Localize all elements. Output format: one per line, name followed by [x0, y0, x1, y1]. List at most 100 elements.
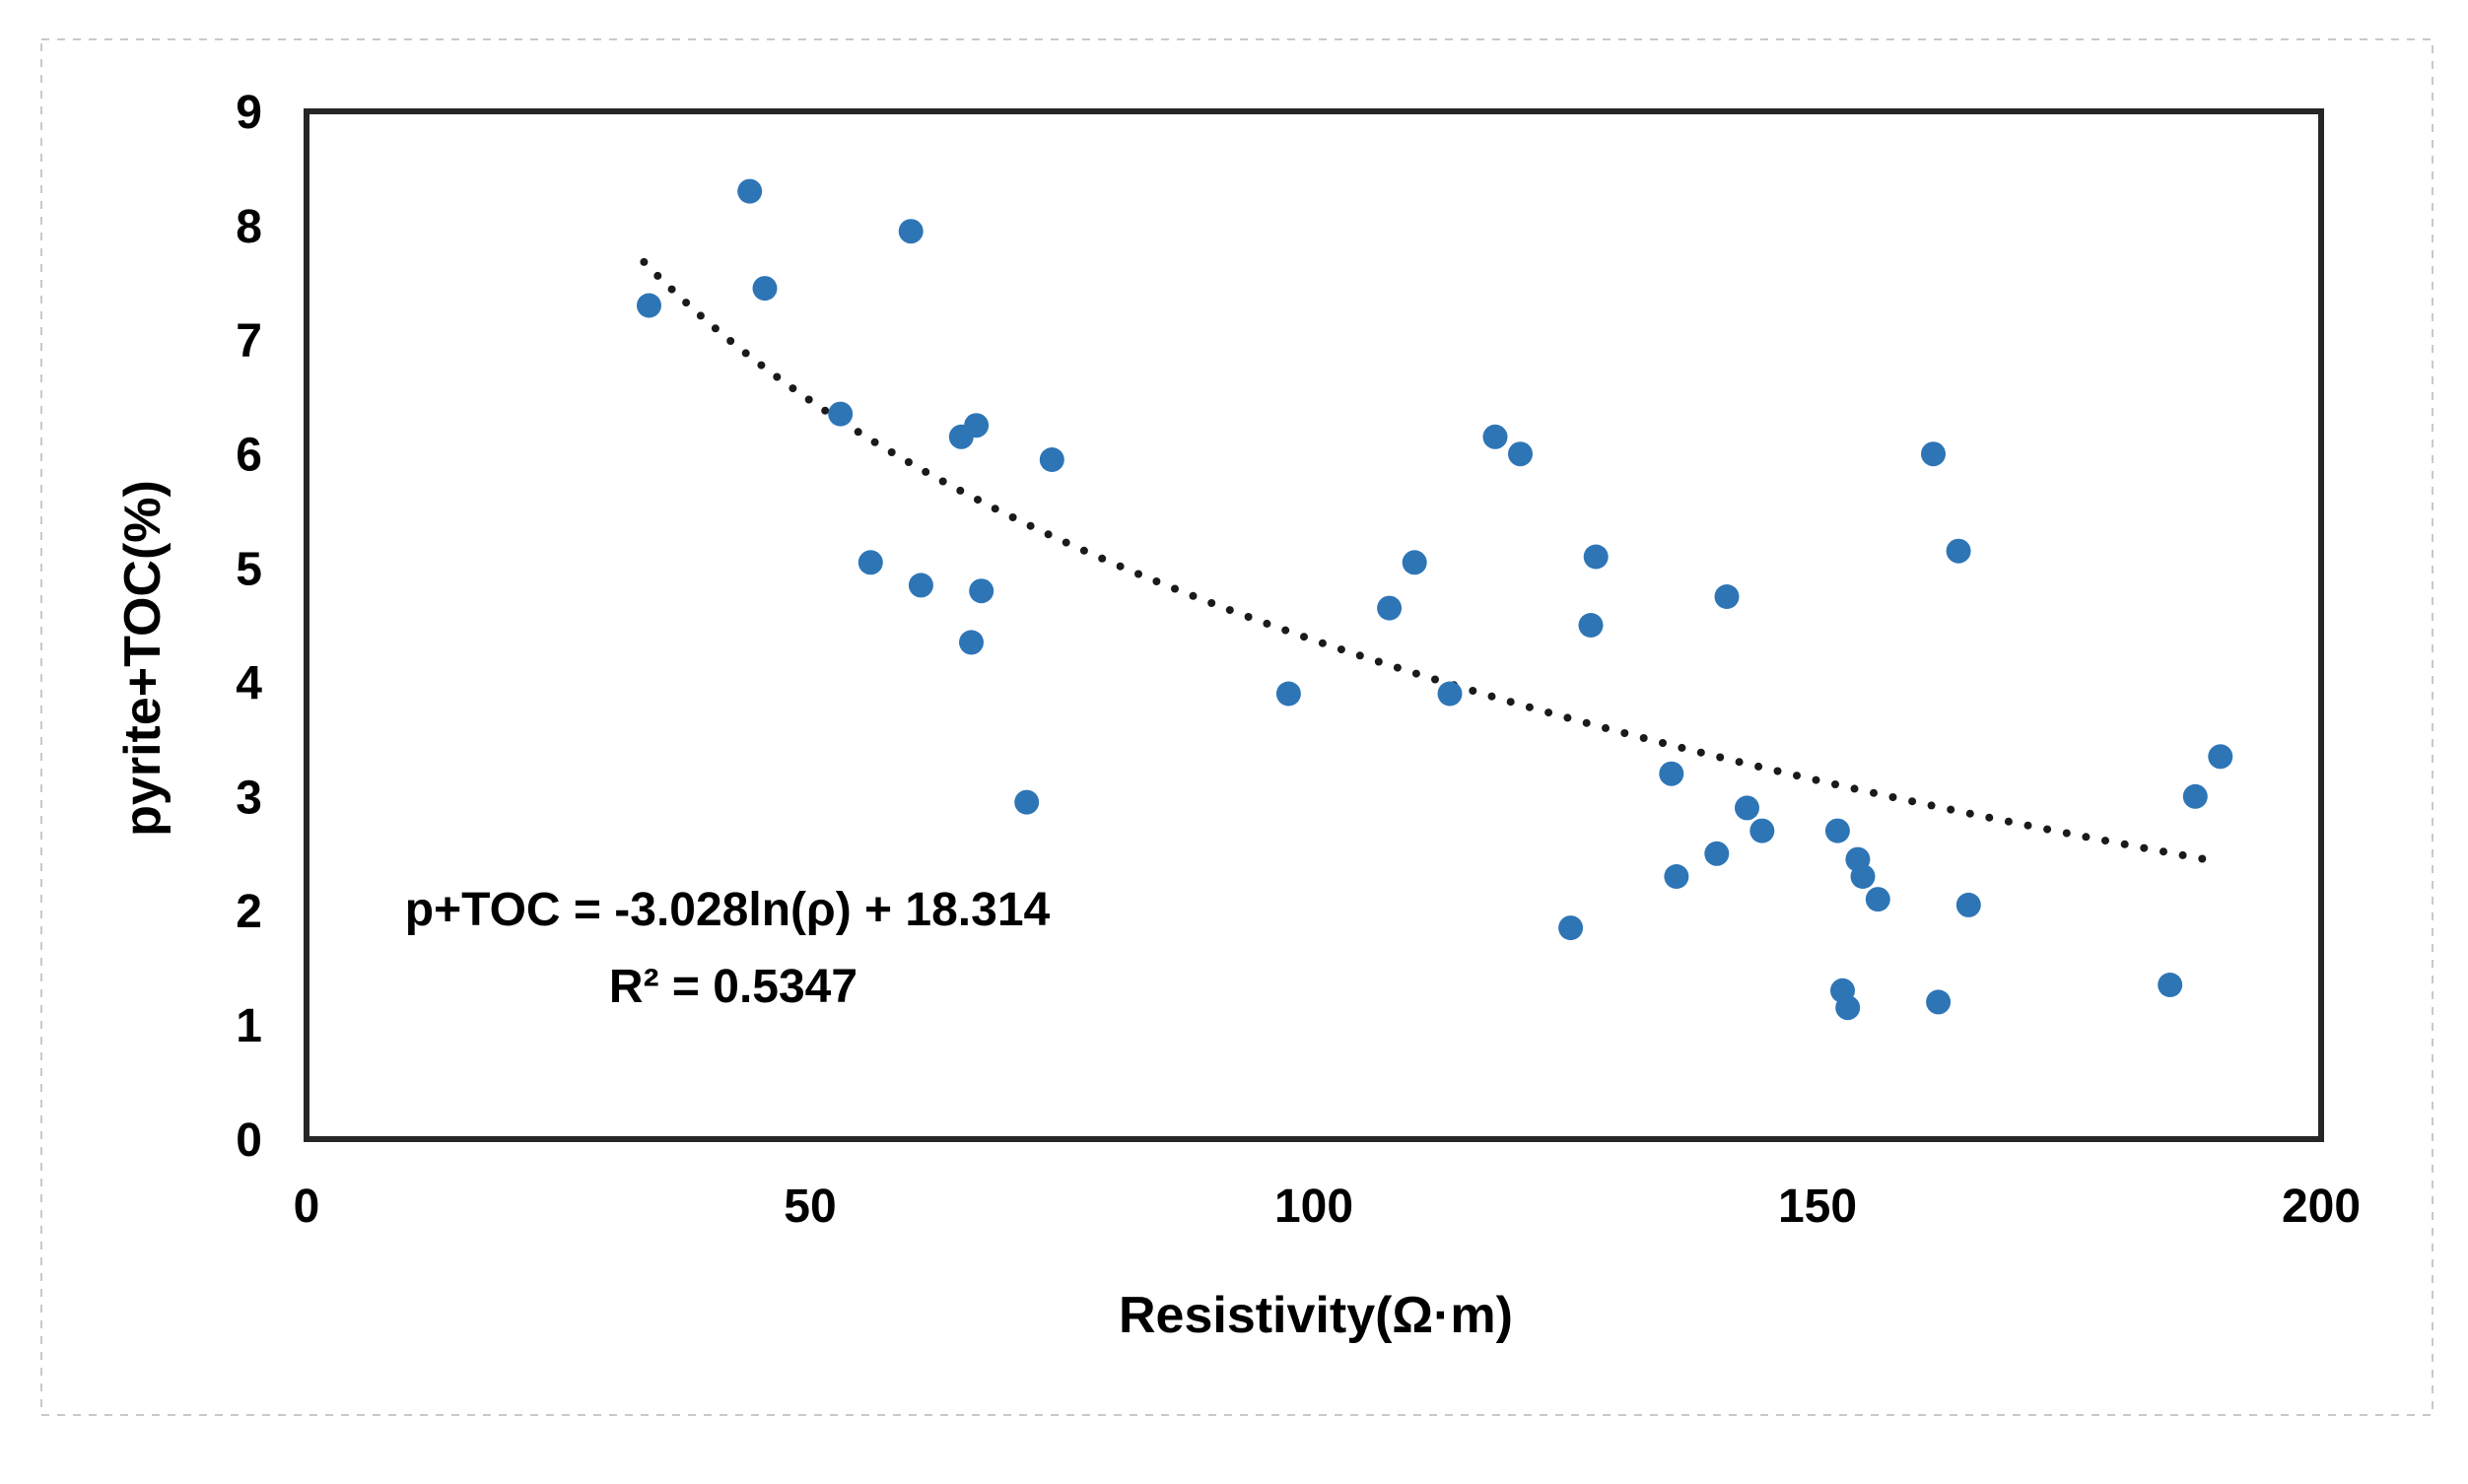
trendline-dot: [711, 324, 720, 333]
trendline-dot: [1044, 530, 1053, 539]
data-point: [1659, 761, 1684, 786]
trendline-dot: [1965, 809, 1974, 818]
data-point: [1508, 441, 1533, 467]
data-point: [1865, 887, 1890, 912]
data-point: [1735, 795, 1759, 821]
trendline-dot: [1850, 784, 1859, 793]
x-tick-label: 100: [1274, 1180, 1353, 1233]
trendline-dot: [887, 448, 896, 456]
trendline-dot: [1171, 584, 1179, 593]
data-point: [857, 550, 883, 575]
data-point: [969, 578, 994, 604]
trendline-dot: [1355, 651, 1364, 660]
trendline-dot: [1374, 657, 1383, 666]
trendline-dot: [1152, 577, 1161, 585]
trendline-dot: [2198, 854, 2207, 863]
trendline-dot: [1393, 663, 1402, 672]
trendline-dot: [1244, 613, 1253, 621]
trendline-dot: [2062, 829, 2071, 838]
trendline-dot: [741, 349, 750, 358]
trendline-dot: [1888, 793, 1897, 801]
x-axis-title: Resistivity(Ω·m): [1119, 1287, 1513, 1344]
trendline-dot: [2004, 817, 2013, 826]
data-point: [2208, 744, 2233, 770]
trendline-dot: [1318, 639, 1327, 647]
scatter-points: [637, 178, 2233, 1021]
trendline-dot: [696, 311, 705, 320]
data-point: [1921, 441, 1946, 467]
trendline-dot: [956, 486, 965, 495]
trendline-dot: [667, 285, 676, 294]
x-tick-label: 0: [294, 1180, 320, 1233]
trendline-dot: [1696, 748, 1705, 757]
trendline-dot: [904, 458, 913, 466]
trendline-dot: [757, 361, 766, 370]
data-point: [908, 573, 933, 598]
data-point: [1039, 447, 1064, 472]
trendline-dot: [1602, 723, 1610, 732]
data-point: [1482, 424, 1508, 449]
trendline-dot: [974, 496, 982, 505]
y-tick-label: 3: [236, 772, 262, 824]
trendline-dot: [1134, 570, 1142, 578]
y-tick-label: 6: [236, 430, 262, 482]
trendline-dot: [1985, 813, 1994, 822]
trendline-dot: [1207, 599, 1216, 607]
trendline-dot: [682, 299, 691, 307]
trendline-dot: [2023, 821, 2032, 830]
trendline-dot: [1431, 675, 1439, 684]
trendline-dot: [2120, 840, 2129, 848]
trendline-dot: [1469, 687, 1477, 695]
trendline-dot: [2101, 837, 2109, 845]
trendline-dot: [1927, 801, 1936, 810]
data-point: [752, 276, 778, 302]
data-point: [1946, 538, 1971, 564]
data-point: [1377, 595, 1403, 621]
trendline-equation: p+TOC = -3.028ln(ρ) + 18.314: [405, 884, 1051, 936]
trendline-dot: [1735, 758, 1744, 767]
data-point: [1714, 584, 1740, 609]
data-point: [1275, 681, 1301, 707]
trendline-dot: [788, 384, 797, 393]
data-point: [1835, 995, 1861, 1021]
trendline-dot: [1008, 513, 1017, 521]
trendline-dot: [1908, 797, 1917, 806]
data-point: [1749, 818, 1775, 843]
data-point: [1578, 613, 1604, 638]
trendline-dot: [1116, 562, 1125, 571]
trendline-dot: [1812, 776, 1820, 784]
y-tick-label: 4: [236, 657, 262, 709]
y-tick-label: 5: [236, 544, 262, 596]
y-tick-label: 8: [236, 201, 262, 253]
trendline-dot: [1281, 626, 1290, 635]
trendline-dot: [1189, 591, 1198, 600]
trendline-dot: [1563, 713, 1572, 722]
trendline-dot: [2140, 843, 2149, 852]
trendline-dot: [1411, 669, 1420, 678]
y-axis-title: pyrite+TOC(%): [114, 480, 171, 837]
plot-border: [304, 108, 2324, 1142]
data-point: [964, 413, 990, 438]
trendline-dot: [870, 438, 879, 446]
trendline-dot: [1225, 606, 1234, 615]
data-point: [1583, 544, 1609, 570]
data-point: [1402, 550, 1427, 575]
trendline-dot: [1793, 772, 1801, 780]
trendline-dot: [854, 428, 862, 437]
y-tick-label: 2: [236, 886, 262, 938]
trendline-dot: [2178, 850, 2187, 859]
data-point: [737, 178, 763, 204]
trendline-dot: [773, 372, 782, 381]
trendline-dotted: [640, 257, 2207, 863]
trendline-dot: [804, 395, 813, 404]
trendline-dot: [1506, 698, 1515, 707]
data-point: [1014, 789, 1040, 815]
y-axis-tick-labels: 0 1 2 3 4 5 6 7 8 9: [236, 87, 262, 1167]
x-axis-tick-labels: 0 50 100 150 200: [294, 1180, 2361, 1233]
data-point: [2158, 973, 2183, 997]
trendline-dot: [1079, 546, 1088, 555]
trendline-dot: [1337, 645, 1345, 654]
trendline-dot: [1487, 692, 1496, 701]
